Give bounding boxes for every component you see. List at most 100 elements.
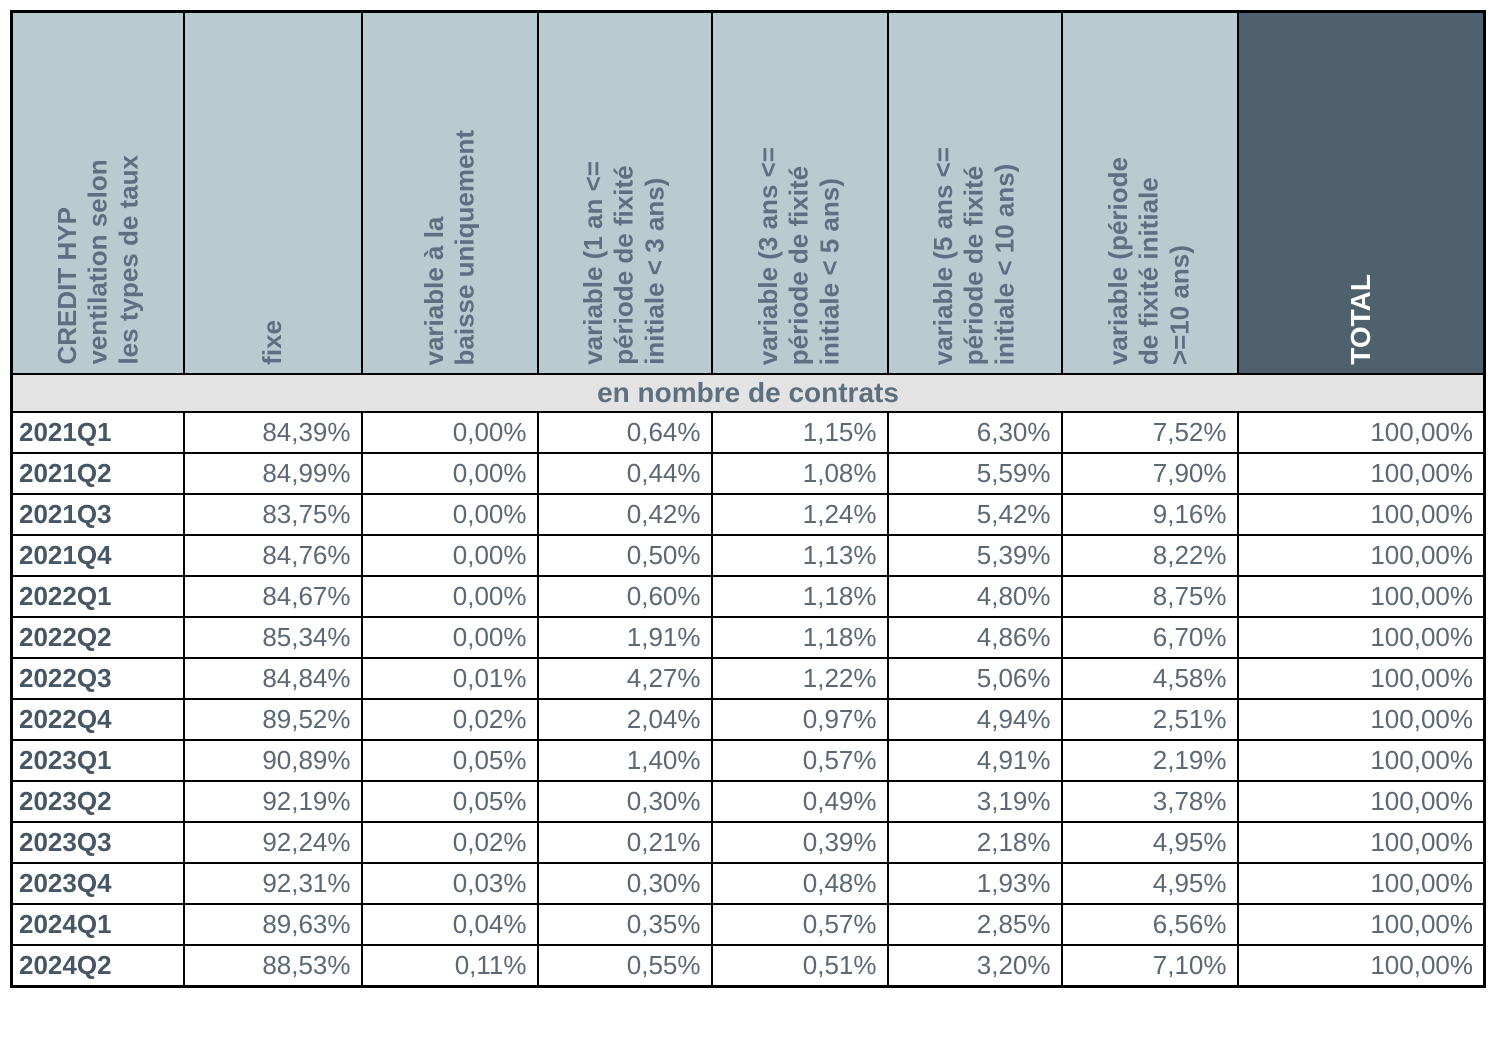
- value-cell: 1,22%: [710, 657, 889, 700]
- value-cell: 0,04%: [360, 903, 539, 946]
- value-cell: 0,49%: [710, 780, 889, 823]
- total-value-cell: 100,00%: [1236, 821, 1486, 864]
- value-cell: 5,42%: [886, 493, 1063, 536]
- total-value-cell: 100,00%: [1236, 575, 1486, 618]
- value-cell: 0,11%: [360, 944, 539, 988]
- value-cell: 0,01%: [360, 657, 539, 700]
- column-header-fixe: fixe: [182, 10, 363, 375]
- value-cell: 3,20%: [886, 944, 1063, 988]
- column-header-wrap: variable (5 ans <= période de fixité ini…: [890, 13, 1060, 372]
- total-value-cell: 100,00%: [1236, 534, 1486, 577]
- table-body: en nombre de contrats 2021Q1 84,39% 0,00% 0…: [10, 373, 1486, 988]
- value-cell: 88,53%: [182, 944, 363, 988]
- table-row-2022Q1: 2022Q1 84,67% 0,00% 0,60% 1,18% 4,80% 8,75% 100…: [10, 575, 1486, 618]
- total-value-cell: 100,00%: [1236, 739, 1486, 782]
- subheader-en-nombre-de-contrats: en nombre de contrats: [10, 373, 1486, 413]
- value-cell: 4,95%: [1060, 821, 1239, 864]
- value-cell: 1,08%: [710, 452, 889, 495]
- table-row-2021Q3: 2021Q3 83,75% 0,00% 0,42% 1,24% 5,42% 9,16% 100…: [10, 493, 1486, 536]
- table-row-2024Q1: 2024Q1 89,63% 0,04% 0,35% 0,57% 2,85% 6,56% 100…: [10, 903, 1486, 946]
- column-header-label-total: TOTAL: [1345, 274, 1377, 365]
- period-cell: 2024Q2: [10, 944, 185, 988]
- value-cell: 84,99%: [182, 452, 363, 495]
- credit-hyp-rate-type-table: CREDIT HYP ventilation selon les types d…: [10, 10, 1486, 988]
- value-cell: 0,05%: [360, 739, 539, 782]
- total-value-cell: 100,00%: [1236, 780, 1486, 823]
- total-value-cell: 100,00%: [1236, 411, 1486, 454]
- period-cell: 2023Q1: [10, 739, 185, 782]
- period-cell: 2023Q3: [10, 821, 185, 864]
- table-row-2022Q3: 2022Q3 84,84% 0,01% 4,27% 1,22% 5,06% 4,58% 100…: [10, 657, 1486, 700]
- value-cell: 0,39%: [710, 821, 889, 864]
- value-cell: 4,27%: [536, 657, 713, 700]
- total-value-cell: 100,00%: [1236, 616, 1486, 659]
- value-cell: 0,30%: [536, 780, 713, 823]
- value-cell: 2,85%: [886, 903, 1063, 946]
- value-cell: 2,51%: [1060, 698, 1239, 741]
- value-cell: 0,51%: [710, 944, 889, 988]
- value-cell: 89,63%: [182, 903, 363, 946]
- subheader-row: en nombre de contrats: [10, 373, 1486, 413]
- column-header-label-variable-5-10: variable (5 ans <= période de fixité ini…: [928, 146, 1020, 365]
- value-cell: 4,58%: [1060, 657, 1239, 700]
- table-row-2023Q3: 2023Q3 92,24% 0,02% 0,21% 0,39% 2,18% 4,95% 100…: [10, 821, 1486, 864]
- total-value-cell: 100,00%: [1236, 493, 1486, 536]
- column-header-wrap: CREDIT HYP ventilation selon les types d…: [14, 13, 182, 372]
- table-row-2022Q2: 2022Q2 85,34% 0,00% 1,91% 1,18% 4,86% 6,70% 100…: [10, 616, 1486, 659]
- table-row-2022Q4: 2022Q4 89,52% 0,02% 2,04% 0,97% 4,94% 2,51% 100…: [10, 698, 1486, 741]
- table-row-2023Q4: 2023Q4 92,31% 0,03% 0,30% 0,48% 1,93% 4,95% 100…: [10, 862, 1486, 905]
- value-cell: 84,84%: [182, 657, 363, 700]
- total-value-cell: 100,00%: [1236, 452, 1486, 495]
- value-cell: 1,13%: [710, 534, 889, 577]
- value-cell: 0,50%: [536, 534, 713, 577]
- value-cell: 92,31%: [182, 862, 363, 905]
- value-cell: 2,18%: [886, 821, 1063, 864]
- column-header-variable-3-5: variable (3 ans <= période de fixité ini…: [710, 10, 889, 375]
- column-header-variable-5-10: variable (5 ans <= période de fixité ini…: [886, 10, 1063, 375]
- period-cell: 2023Q2: [10, 780, 185, 823]
- column-header-variable-baisse: variable à la baisse uniquement: [360, 10, 539, 375]
- period-cell: 2021Q3: [10, 493, 185, 536]
- value-cell: 8,22%: [1060, 534, 1239, 577]
- header-row: CREDIT HYP ventilation selon les types d…: [10, 10, 1486, 375]
- value-cell: 3,19%: [886, 780, 1063, 823]
- value-cell: 4,91%: [886, 739, 1063, 782]
- value-cell: 0,00%: [360, 411, 539, 454]
- value-cell: 0,03%: [360, 862, 539, 905]
- value-cell: 5,39%: [886, 534, 1063, 577]
- value-cell: 3,78%: [1060, 780, 1239, 823]
- column-header-label-variable-ge-10: variable (période de fixité initiale >=1…: [1103, 156, 1195, 365]
- total-value-cell: 100,00%: [1236, 862, 1486, 905]
- column-header-wrap: variable (période de fixité initiale >=1…: [1064, 13, 1236, 372]
- value-cell: 0,00%: [360, 452, 539, 495]
- value-cell: 9,16%: [1060, 493, 1239, 536]
- value-cell: 92,19%: [182, 780, 363, 823]
- column-header-variable-1-3: variable (1 an <= période de fixité init…: [536, 10, 713, 375]
- value-cell: 2,04%: [536, 698, 713, 741]
- value-cell: 85,34%: [182, 616, 363, 659]
- column-header-wrap: variable à la baisse uniquement: [364, 13, 536, 372]
- column-header-wrap: variable (1 an <= période de fixité init…: [540, 13, 710, 372]
- value-cell: 0,00%: [360, 534, 539, 577]
- column-header-total: TOTAL: [1236, 10, 1486, 375]
- value-cell: 0,02%: [360, 821, 539, 864]
- total-value-cell: 100,00%: [1236, 657, 1486, 700]
- column-header-label-variable-1-3: variable (1 an <= période de fixité init…: [578, 161, 670, 365]
- table-row-2023Q1: 2023Q1 90,89% 0,05% 1,40% 0,57% 4,91% 2,19% 100…: [10, 739, 1486, 782]
- value-cell: 6,56%: [1060, 903, 1239, 946]
- period-cell: 2022Q4: [10, 698, 185, 741]
- value-cell: 0,57%: [710, 903, 889, 946]
- value-cell: 0,57%: [710, 739, 889, 782]
- period-cell: 2022Q2: [10, 616, 185, 659]
- value-cell: 7,90%: [1060, 452, 1239, 495]
- value-cell: 0,48%: [710, 862, 889, 905]
- value-cell: 0,30%: [536, 862, 713, 905]
- total-value-cell: 100,00%: [1236, 698, 1486, 741]
- value-cell: 0,02%: [360, 698, 539, 741]
- value-cell: 1,93%: [886, 862, 1063, 905]
- value-cell: 2,19%: [1060, 739, 1239, 782]
- column-header-wrap: fixe: [186, 13, 360, 372]
- value-cell: 4,95%: [1060, 862, 1239, 905]
- table-row-2021Q2: 2021Q2 84,99% 0,00% 0,44% 1,08% 5,59% 7,90% 100…: [10, 452, 1486, 495]
